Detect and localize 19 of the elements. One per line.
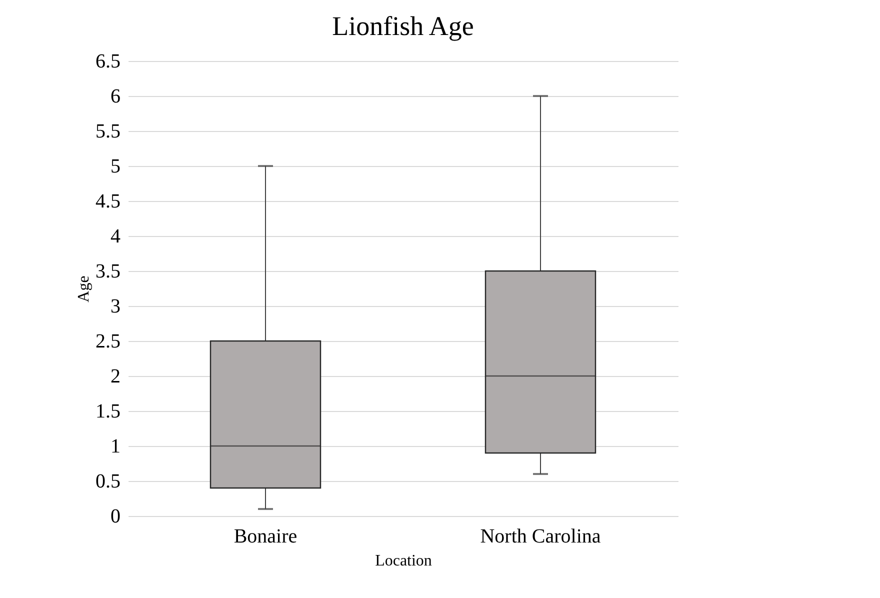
x-tick-label: Bonaire — [234, 526, 298, 548]
y-tick-label: 4 — [110, 226, 120, 248]
y-tick-label: 2 — [110, 366, 120, 388]
x-tick-label: North Carolina — [480, 526, 601, 548]
y-tick-label: 6 — [110, 86, 120, 108]
y-tick-label: 5.5 — [96, 120, 120, 142]
y-tick-label: 3.5 — [96, 260, 120, 282]
y-tick-label: 0.5 — [96, 470, 120, 492]
y-tick-label: 5 — [110, 156, 120, 178]
y-tick-label: 4.5 — [96, 190, 120, 212]
y-tick-label: 3 — [110, 296, 120, 318]
chart-title: Lionfish Age — [332, 11, 474, 41]
y-tick-label: 2.5 — [96, 330, 120, 352]
y-axis-title: Age — [76, 276, 92, 302]
y-tick-label: 0 — [110, 506, 120, 528]
x-axis-title: Location — [375, 552, 432, 570]
y-tick-label: 1.5 — [96, 400, 120, 422]
y-tick-label: 1 — [110, 436, 120, 458]
y-tick-label: 6.5 — [96, 50, 120, 72]
